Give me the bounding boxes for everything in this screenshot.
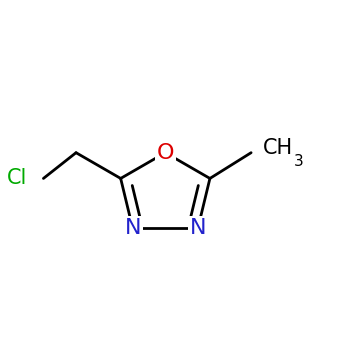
Text: 3: 3 (294, 154, 304, 169)
Text: N: N (190, 218, 206, 238)
Text: CH: CH (263, 138, 293, 158)
Text: N: N (125, 218, 141, 238)
Text: O: O (156, 143, 174, 163)
Text: Cl: Cl (7, 168, 27, 188)
